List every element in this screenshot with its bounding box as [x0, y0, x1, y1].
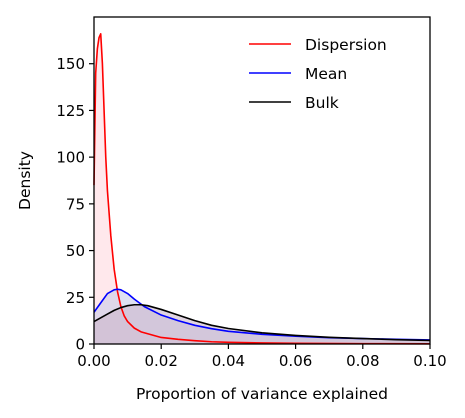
- plot-frame: [93, 16, 431, 345]
- density-lines: [93, 33, 431, 345]
- y-tick-label: 150: [56, 55, 85, 73]
- y-tick-label: 50: [66, 242, 85, 260]
- x-tick-label: 0.02: [144, 352, 177, 370]
- legend: Dispersion Mean Bulk: [249, 36, 387, 112]
- y-tick-label: 25: [66, 289, 85, 307]
- x-tick-label: 0.00: [77, 352, 110, 370]
- y-axis-ticks: 0 25 50 75 100 125 150: [56, 55, 94, 354]
- x-tick-label: 0.06: [279, 352, 312, 370]
- series-dispersion-line: [93, 33, 431, 345]
- y-axis-label: Density: [16, 151, 34, 210]
- series-dispersion-area: [94, 33, 430, 344]
- y-tick-label: 100: [56, 149, 85, 167]
- x-tick-label: 0.08: [346, 352, 379, 370]
- density-fills: [94, 33, 430, 344]
- legend-label-dispersion: Dispersion: [305, 36, 387, 54]
- x-axis-label: Proportion of variance explained: [136, 385, 388, 403]
- y-tick-label: 125: [56, 102, 85, 120]
- y-tick-label: 0: [75, 336, 85, 354]
- legend-label-mean: Mean: [305, 65, 347, 83]
- series-bulk-line: [93, 303, 431, 342]
- x-tick-label: 0.04: [212, 352, 245, 370]
- y-tick-label: 75: [66, 195, 85, 213]
- x-tick-label: 0.10: [413, 352, 446, 370]
- legend-label-bulk: Bulk: [305, 94, 339, 112]
- series-bulk-area: [94, 304, 430, 344]
- x-axis-ticks: 0.00 0.02 0.04 0.06 0.08 0.10: [77, 344, 447, 370]
